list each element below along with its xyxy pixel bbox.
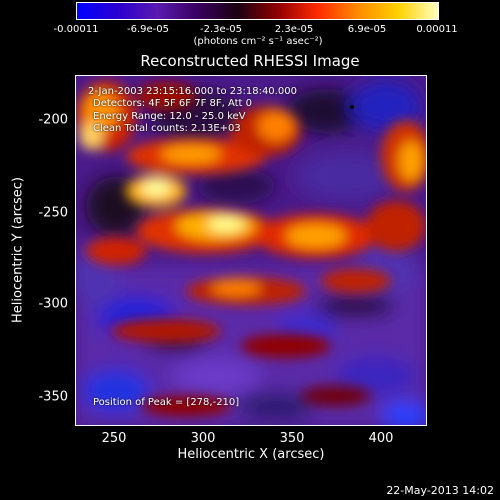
observation-time-range: 2-Jan-2003 23:15:16.000 to 23:18:40.000 bbox=[88, 86, 297, 97]
x-tick-label: 300 bbox=[190, 431, 216, 446]
x-tick-label: 400 bbox=[368, 431, 394, 446]
detectors-info: Detectors: 4F 5F 6F 7F 8F, Att 0 bbox=[93, 98, 253, 109]
y-tick-label: -250 bbox=[38, 205, 68, 221]
footer-timestamp: 22-May-2013 14:02 bbox=[386, 484, 494, 497]
x-tick-label: 350 bbox=[279, 431, 305, 446]
y-tick-label: -300 bbox=[38, 296, 68, 312]
colorbar-tick-label: 0.00011 bbox=[416, 24, 458, 35]
x-axis-label: Heliocentric X (arcsec) bbox=[177, 447, 325, 462]
peak-position-info: Position of Peak = [278,-210] bbox=[93, 397, 240, 408]
y-tick-label: -350 bbox=[38, 389, 68, 405]
colorbar bbox=[76, 2, 439, 20]
image-plot-area: 2-Jan-2003 23:15:16.000 to 23:18:40.000 … bbox=[75, 75, 427, 426]
colorbar-tick-label: 2.3e-05 bbox=[274, 24, 314, 35]
plot-title: Reconstructed RHESSI Image bbox=[140, 52, 360, 70]
x-tick-label: 250 bbox=[101, 431, 127, 446]
rhessi-image bbox=[76, 76, 426, 425]
colorbar-tick-label: -6.9e-05 bbox=[127, 24, 169, 35]
colorbar-tick-label: -0.00011 bbox=[53, 24, 99, 35]
colorbar-units-label: (photons cm⁻² s⁻¹ asec⁻²) bbox=[193, 36, 323, 47]
colorbar-tick-label: -2.3e-05 bbox=[200, 24, 242, 35]
y-tick-label: -200 bbox=[38, 112, 68, 128]
y-axis-label: Heliocentric Y (arcsec) bbox=[10, 177, 26, 323]
clean-total-counts-info: Clean Total counts: 2.13E+03 bbox=[93, 123, 241, 134]
energy-range-info: Energy Range: 12.0 - 25.0 keV bbox=[93, 111, 246, 122]
colorbar-tick-label: 6.9e-05 bbox=[347, 24, 387, 35]
